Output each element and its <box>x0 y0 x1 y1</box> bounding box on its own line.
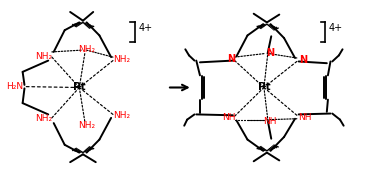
Text: 4+: 4+ <box>138 23 153 33</box>
Text: N: N <box>299 55 308 65</box>
Text: Pt: Pt <box>73 82 86 93</box>
Text: NH₂: NH₂ <box>35 114 52 123</box>
Text: NH₂: NH₂ <box>35 52 52 61</box>
Text: H₂N: H₂N <box>6 82 23 91</box>
Text: NH₂: NH₂ <box>78 121 95 130</box>
Text: NH₂: NH₂ <box>113 55 131 64</box>
Text: N: N <box>266 48 275 58</box>
Text: N: N <box>227 54 235 64</box>
Text: Pt: Pt <box>258 82 270 93</box>
Text: NH: NH <box>222 113 236 122</box>
Text: NH: NH <box>298 113 312 121</box>
Text: 4+: 4+ <box>328 23 343 33</box>
Text: NH₂: NH₂ <box>113 111 131 120</box>
Text: NH: NH <box>263 117 276 125</box>
Text: NH₂: NH₂ <box>78 45 95 54</box>
